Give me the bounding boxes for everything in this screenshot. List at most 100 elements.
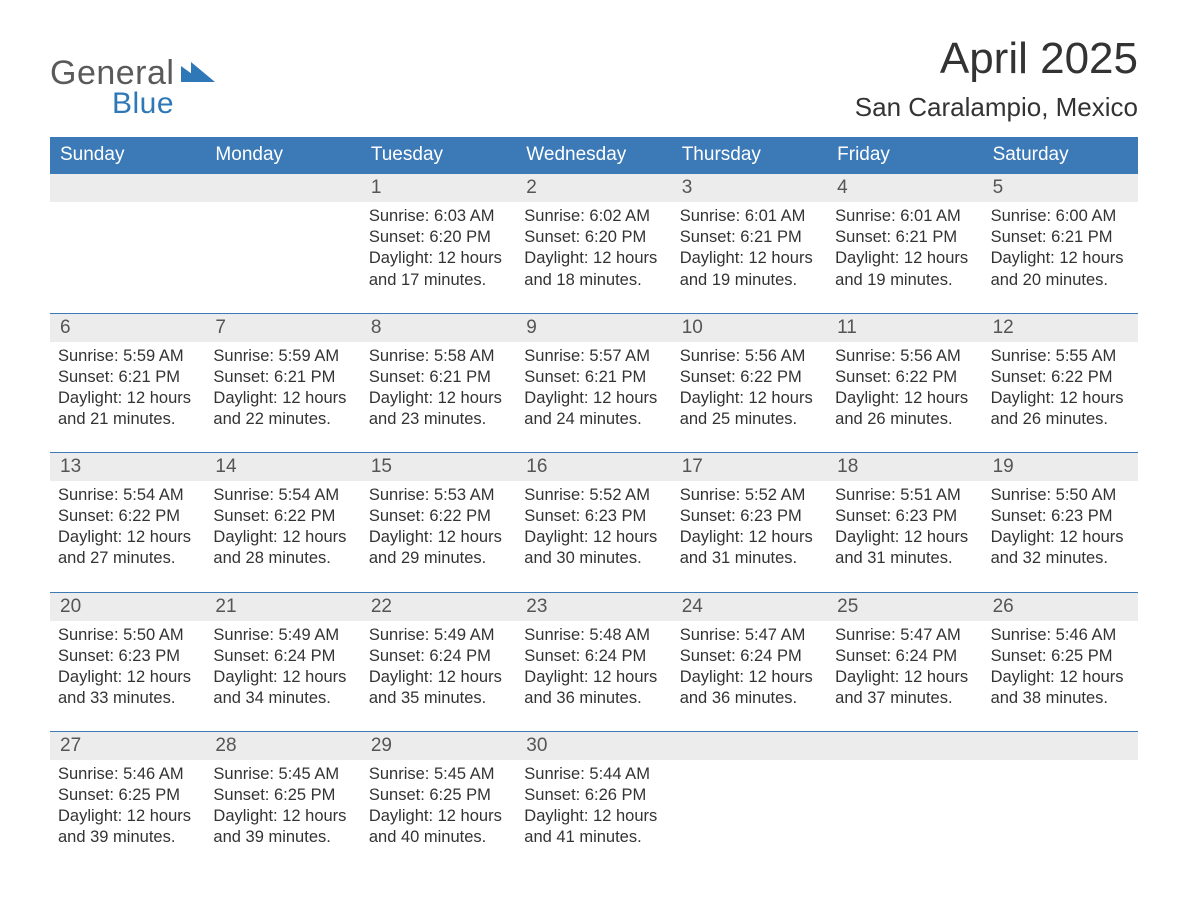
day-daylight2: and 31 minutes. — [835, 548, 972, 569]
day-cell: Sunrise: 5:49 AMSunset: 6:24 PMDaylight:… — [361, 621, 516, 731]
day-sunset: Sunset: 6:22 PM — [58, 506, 195, 527]
day-sunset: Sunset: 6:24 PM — [369, 646, 506, 667]
day-daylight2: and 41 minutes. — [524, 827, 661, 848]
day-sunset: Sunset: 6:20 PM — [524, 227, 661, 248]
day-daylight1: Daylight: 12 hours — [58, 806, 195, 827]
day-cell: Sunrise: 5:50 AMSunset: 6:23 PMDaylight:… — [983, 481, 1138, 591]
day-number: 27 — [50, 732, 205, 760]
day-daylight2: and 35 minutes. — [369, 688, 506, 709]
day-cell: Sunrise: 6:01 AMSunset: 6:21 PMDaylight:… — [827, 202, 982, 312]
day-daylight1: Daylight: 12 hours — [369, 388, 506, 409]
dow-sunday: Sunday — [50, 137, 205, 174]
day-cell: Sunrise: 5:56 AMSunset: 6:22 PMDaylight:… — [672, 342, 827, 452]
day-sunset: Sunset: 6:22 PM — [835, 367, 972, 388]
day-sunrise: Sunrise: 5:59 AM — [213, 346, 350, 367]
title-block: April 2025 San Caralampio, Mexico — [855, 36, 1138, 123]
day-daylight2: and 37 minutes. — [835, 688, 972, 709]
day-number: 1 — [361, 174, 516, 202]
dow-friday: Friday — [827, 137, 982, 174]
day-daylight2: and 26 minutes. — [991, 409, 1128, 430]
day-daylight1: Daylight: 12 hours — [524, 388, 661, 409]
week-daynum-row: 27282930 — [50, 731, 1138, 760]
day-number: 17 — [672, 453, 827, 481]
day-number: 19 — [983, 453, 1138, 481]
day-cell: Sunrise: 6:03 AMSunset: 6:20 PMDaylight:… — [361, 202, 516, 312]
day-sunrise: Sunrise: 5:54 AM — [213, 485, 350, 506]
day-daylight2: and 27 minutes. — [58, 548, 195, 569]
day-cell — [827, 760, 982, 870]
day-sunrise: Sunrise: 5:56 AM — [835, 346, 972, 367]
day-number: 9 — [516, 314, 671, 342]
day-daylight2: and 31 minutes. — [680, 548, 817, 569]
day-cell — [50, 202, 205, 312]
day-daylight1: Daylight: 12 hours — [369, 248, 506, 269]
day-daylight2: and 19 minutes. — [835, 270, 972, 291]
header-row: General Blue April 2025 San Caralampio, … — [50, 36, 1138, 123]
day-sunrise: Sunrise: 5:47 AM — [835, 625, 972, 646]
day-sunrise: Sunrise: 5:55 AM — [991, 346, 1128, 367]
day-number: 5 — [983, 174, 1138, 202]
day-sunset: Sunset: 6:21 PM — [369, 367, 506, 388]
day-number: 25 — [827, 593, 982, 621]
day-daylight2: and 21 minutes. — [58, 409, 195, 430]
day-cell: Sunrise: 5:52 AMSunset: 6:23 PMDaylight:… — [672, 481, 827, 591]
day-daylight1: Daylight: 12 hours — [213, 667, 350, 688]
day-daylight2: and 39 minutes. — [213, 827, 350, 848]
day-number — [50, 174, 205, 202]
day-cell — [205, 202, 360, 312]
week-body-row: Sunrise: 6:03 AM Sunset: 6:20 PM Daylight:… — [50, 202, 1138, 312]
day-daylight1: Daylight: 12 hours — [835, 667, 972, 688]
day-sunrise: Sunrise: 5:56 AM — [680, 346, 817, 367]
weeks-container: 12345Sunrise: 6:03 AMSunset: 6:20 PMDayl… — [50, 174, 1138, 870]
day-sunset: Sunset: 6:22 PM — [991, 367, 1128, 388]
day-sunrise: Sunrise: 5:45 AM — [213, 764, 350, 785]
day-sunrise: Sunrise: 5:47 AM — [680, 625, 817, 646]
day-cell: Sunrise: 5:57 AMSunset: 6:21 PMDaylight:… — [516, 342, 671, 452]
day-number: 15 — [361, 453, 516, 481]
day-daylight1: Daylight: 12 hours — [835, 248, 972, 269]
day-number: 10 — [672, 314, 827, 342]
day-sunset: Sunset: 6:24 PM — [213, 646, 350, 667]
day-daylight1: Daylight: 12 hours — [835, 388, 972, 409]
day-daylight2: and 26 minutes. — [835, 409, 972, 430]
day-sunrise: Sunrise: 5:44 AM — [524, 764, 661, 785]
day-number: 24 — [672, 593, 827, 621]
day-number: 6 — [50, 314, 205, 342]
day-daylight1: Daylight: 12 hours — [680, 248, 817, 269]
day-daylight1: Daylight: 12 hours — [991, 527, 1128, 548]
dow-tuesday: Tuesday — [361, 137, 516, 174]
day-sunrise: Sunrise: 6:00 AM — [991, 206, 1128, 227]
day-daylight1: Daylight: 12 hours — [524, 667, 661, 688]
day-sunrise: Sunrise: 5:49 AM — [369, 625, 506, 646]
day-daylight1: Daylight: 12 hours — [213, 388, 350, 409]
week-body-row: Sunrise: 5:50 AMSunset: 6:23 PMDaylight:… — [50, 621, 1138, 731]
day-sunrise: Sunrise: 6:03 AM — [369, 206, 506, 227]
day-daylight2: and 33 minutes. — [58, 688, 195, 709]
day-cell: Sunrise: 5:54 AMSunset: 6:22 PMDaylight:… — [50, 481, 205, 591]
day-cell: Sunrise: 5:54 AMSunset: 6:22 PMDaylight:… — [205, 481, 360, 591]
day-daylight2: and 29 minutes. — [369, 548, 506, 569]
day-number: 11 — [827, 314, 982, 342]
day-cell: Sunrise: 5:47 AMSunset: 6:24 PMDaylight:… — [672, 621, 827, 731]
day-number: 4 — [827, 174, 982, 202]
logo-word-blue: Blue — [112, 87, 215, 121]
day-number: 23 — [516, 593, 671, 621]
day-daylight1: Daylight: 12 hours — [369, 527, 506, 548]
day-cell: Sunrise: 5:55 AMSunset: 6:22 PMDaylight:… — [983, 342, 1138, 452]
location-label: San Caralampio, Mexico — [855, 92, 1138, 123]
day-sunset: Sunset: 6:23 PM — [524, 506, 661, 527]
day-sunset: Sunset: 6:25 PM — [213, 785, 350, 806]
dow-thursday: Thursday — [672, 137, 827, 174]
day-sunrise: Sunrise: 5:53 AM — [369, 485, 506, 506]
day-cell: Sunrise: 6:02 AMSunset: 6:20 PMDaylight:… — [516, 202, 671, 312]
day-cell: Sunrise: 5:45 AMSunset: 6:25 PMDaylight:… — [361, 760, 516, 870]
week-daynum-row: 12345 — [50, 174, 1138, 202]
day-sunrise: Sunrise: 5:57 AM — [524, 346, 661, 367]
dow-saturday: Saturday — [983, 137, 1138, 174]
day-daylight1: Daylight: 12 hours — [524, 806, 661, 827]
day-daylight2: and 18 minutes. — [524, 270, 661, 291]
day-daylight1: Daylight: 12 hours — [835, 527, 972, 548]
day-cell: Sunrise: 5:45 AMSunset: 6:25 PMDaylight:… — [205, 760, 360, 870]
day-cell: Sunrise: 5:59 AMSunset: 6:21 PMDaylight:… — [205, 342, 360, 452]
logo-flag-icon — [181, 60, 215, 89]
